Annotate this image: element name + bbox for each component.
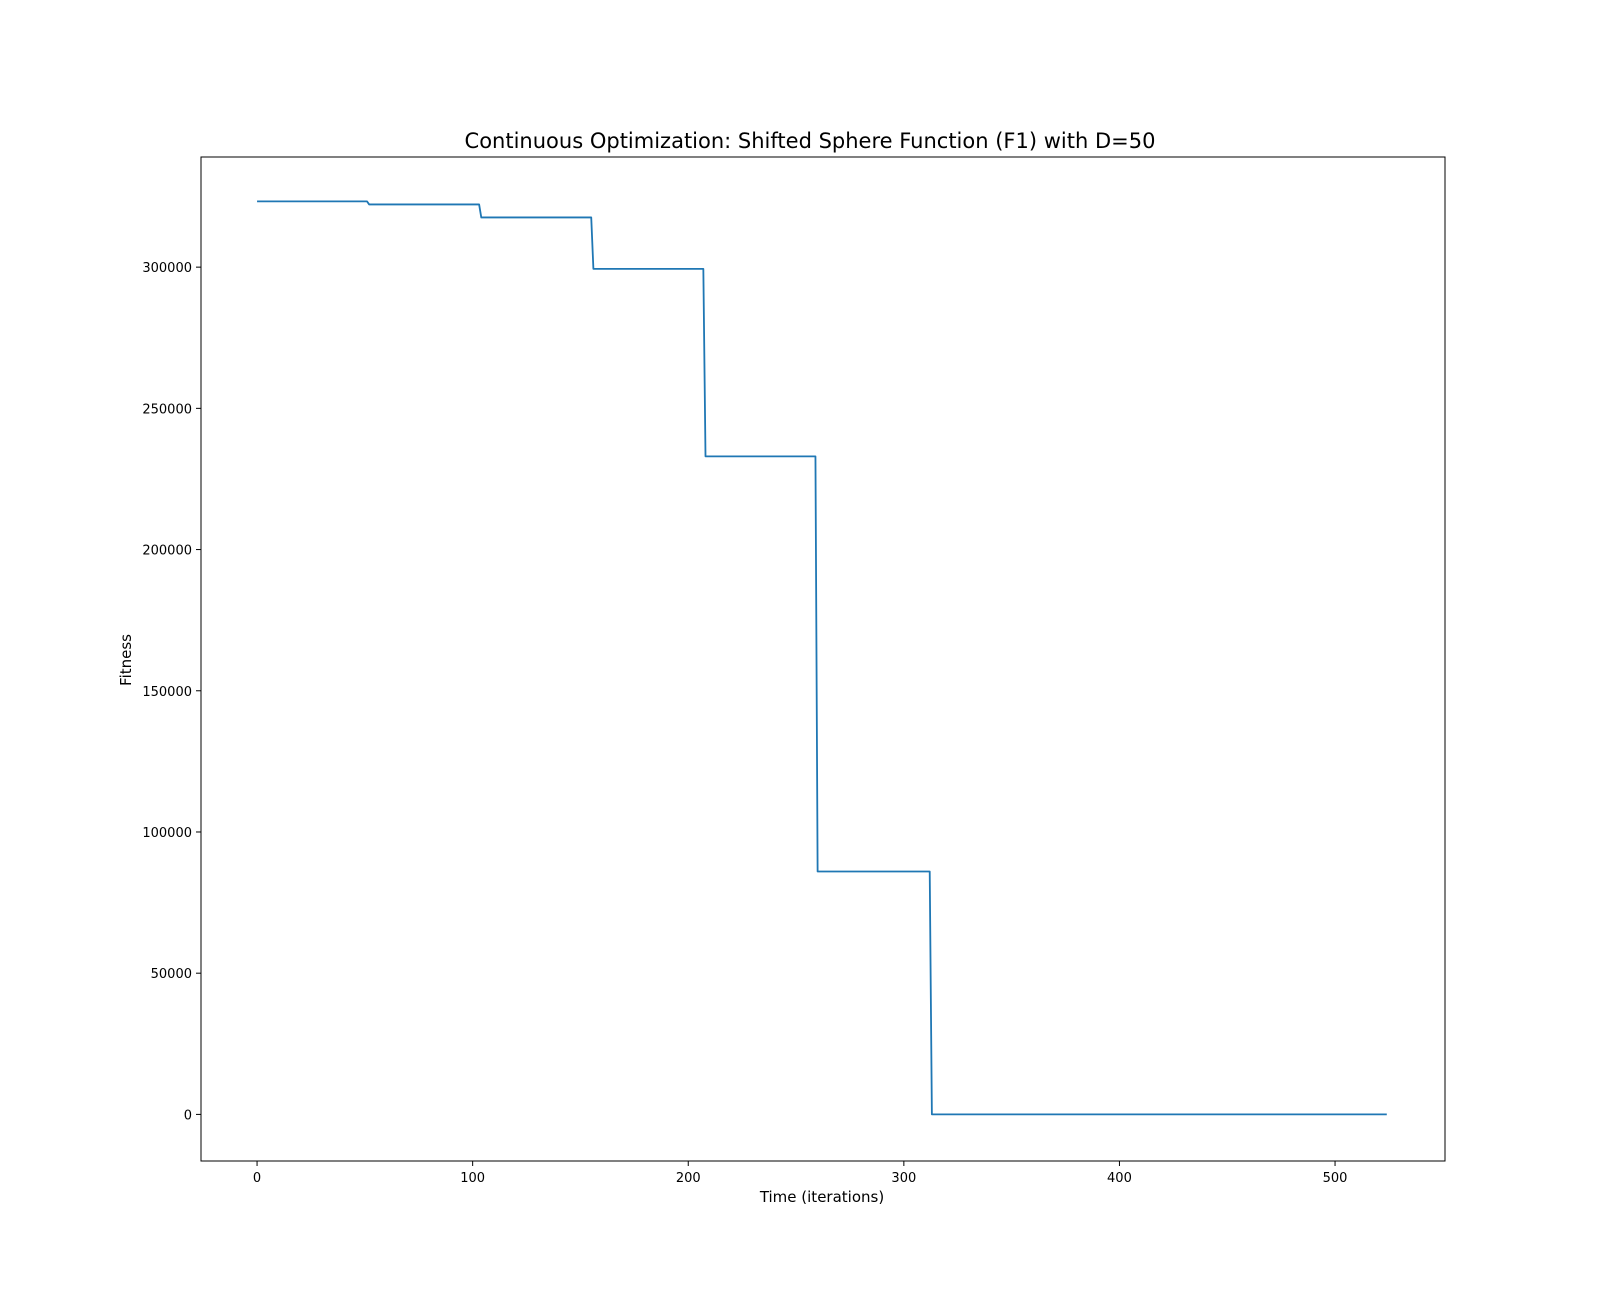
y-axis: 0 50000 100000 150000 200000 250000 300000 [142,261,201,1123]
x-tick-label: 200 [676,1171,701,1186]
y-tick-label: 0 [184,1108,192,1123]
plot-area [257,200,1387,1116]
chart-title: Continuous Optimization: Shifted Sphere … [465,129,1156,153]
x-tick-label: 400 [1107,1171,1132,1186]
x-tick-label: 0 [253,1171,261,1186]
x-axis: 0 100 200 300 400 500 [253,1161,1348,1186]
y-tick-label: 100000 [142,826,192,841]
plot-frame [200,156,1446,1162]
x-axis-label: Time (iterations) [759,1188,884,1206]
y-tick-label: 50000 [151,967,192,982]
y-tick-label: 300000 [142,261,192,276]
x-tick-label: 100 [460,1171,485,1186]
y-tick-label: 200000 [142,544,192,559]
series-line-0 [257,200,1387,1116]
x-tick-label: 500 [1323,1171,1348,1186]
x-tick-label: 300 [891,1171,916,1186]
y-axis-label: Fitness [117,634,135,686]
y-tick-label: 250000 [142,402,192,417]
y-tick-label: 150000 [142,685,192,700]
